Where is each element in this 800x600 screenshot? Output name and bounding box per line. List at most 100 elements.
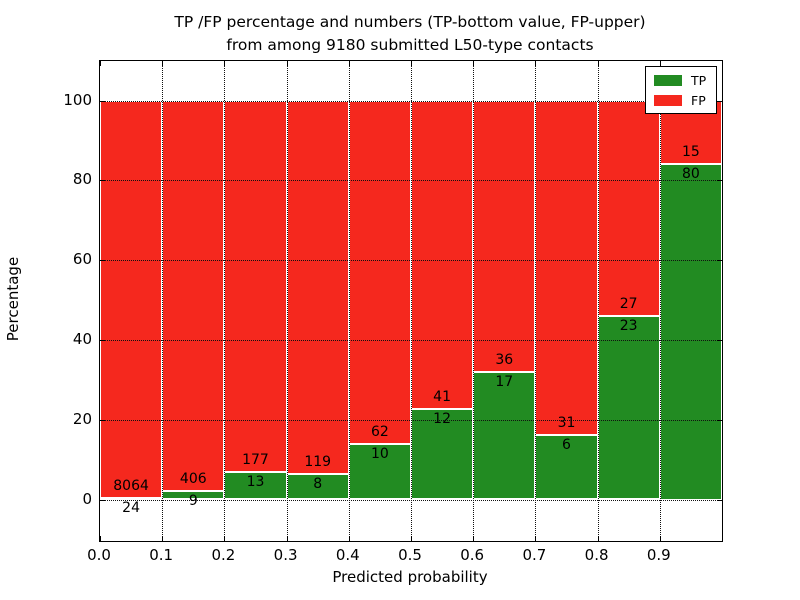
tp-count-label: 24: [122, 500, 140, 517]
x-axis-tick-top: [659, 61, 661, 66]
x-tick-label: 0.2: [211, 546, 236, 564]
x-axis-tick: [162, 536, 164, 541]
y-axis-tick-right: [717, 499, 722, 501]
legend-label-tp: TP: [691, 72, 707, 88]
y-axis-tick: [100, 419, 105, 421]
x-tick-label: 0.9: [646, 546, 671, 564]
tp-count-label: 13: [246, 474, 265, 491]
x-axis-tick-top: [348, 61, 350, 66]
x-axis-tick-top: [411, 61, 412, 66]
legend-label-fp: FP: [691, 92, 706, 108]
gridline-vertical: [224, 61, 226, 541]
y-axis-tick: [100, 339, 105, 341]
tp-count-label: 10: [370, 446, 389, 463]
legend-item-fp: FP: [646, 93, 716, 108]
gridline-vertical: [348, 61, 350, 541]
bar-segment-tp: [286, 474, 349, 500]
x-tick-label: 0.1: [149, 546, 174, 564]
tp-count-label: 17: [495, 373, 514, 390]
chart-title-line2: from among 9180 submitted L50-type conta…: [226, 36, 594, 54]
fp-count-label: 31: [557, 414, 576, 431]
x-axis-tick-top: [535, 61, 537, 66]
x-axis-tick: [535, 536, 537, 541]
x-tick-label: 0.5: [398, 546, 422, 564]
tp-count-label: 12: [433, 411, 451, 428]
fp-count-label: 15: [681, 143, 700, 160]
y-tick-label: 40: [72, 329, 92, 348]
x-axis-label: Predicted probability: [332, 568, 488, 586]
y-axis-tick: [100, 180, 105, 182]
x-tick-label: 0.3: [273, 546, 298, 564]
x-tick-label: 0.4: [335, 546, 360, 564]
gridline-vertical: [535, 61, 537, 541]
fp-color-swatch-icon: [654, 94, 682, 106]
y-axis-tick: [100, 260, 105, 262]
plot-area: 8064 24 406 9 177 13 119 8 62 10 41 12 36 17 31 6 27 23 15…: [99, 60, 723, 542]
y-axis-tick-right: [717, 260, 722, 262]
y-axis-tick-right: [717, 100, 722, 102]
bar-segment-fp: [597, 100, 660, 316]
bar-segment-tp: [659, 163, 722, 500]
bar-segment-tp: [473, 371, 536, 500]
fp-count-label: 8064: [113, 478, 149, 495]
tp-count-label: 9: [188, 492, 198, 509]
x-axis-tick: [473, 536, 475, 541]
x-tick-label: 0.8: [584, 546, 609, 564]
y-tick-label: 60: [72, 250, 92, 269]
x-axis-tick: [348, 536, 350, 541]
y-tick-label: 80: [72, 170, 92, 189]
y-tick-label: 100: [63, 90, 92, 109]
x-axis-tick-top: [473, 61, 475, 66]
y-axis-tick-right: [717, 339, 722, 341]
tp-color-swatch-icon: [654, 74, 682, 86]
x-tick-label: 0.7: [522, 546, 547, 564]
y-axis-tick: [100, 100, 105, 102]
x-axis-tick: [597, 536, 599, 541]
bar-segment-fp: [348, 100, 411, 445]
x-axis-tick: [659, 536, 661, 541]
gridline-vertical: [411, 61, 412, 541]
x-axis-tick-top: [224, 61, 226, 66]
fp-count-label: 41: [433, 389, 451, 406]
y-axis-tick: [100, 499, 105, 501]
bar-segment-fp: [473, 100, 536, 372]
bar-segment-tp: [348, 444, 411, 500]
x-tick-label: 0.6: [460, 546, 485, 564]
x-axis-tick-top: [286, 61, 288, 66]
bar-segment-fp: [100, 100, 163, 499]
chart-title-line1: TP /FP percentage and numbers (TP-bottom…: [174, 13, 646, 31]
tp-count-label: 23: [619, 317, 638, 334]
gridline-vertical: [597, 61, 599, 541]
bar-segment-fp: [411, 100, 474, 410]
fp-count-label: 62: [370, 424, 389, 441]
y-tick-label: 20: [72, 409, 92, 428]
legend-item-tp: TP: [646, 73, 716, 88]
tp-count-label: 6: [562, 436, 571, 453]
x-axis-tick-top: [162, 61, 164, 66]
x-axis-tick: [411, 536, 412, 541]
bar-segment-fp: [162, 100, 225, 491]
bar-segment-fp: [224, 100, 287, 473]
y-axis-tick-right: [717, 419, 722, 421]
bar-segment-fp: [535, 100, 598, 435]
x-axis-tick-top: [100, 61, 101, 66]
gridline-vertical: [286, 61, 288, 541]
chart-title: TP /FP percentage and numbers (TP-bottom…: [99, 11, 721, 57]
x-tick-label: 0.0: [87, 546, 111, 564]
gridline-vertical: [162, 61, 164, 541]
bar-segment-tp: [411, 409, 474, 500]
y-axis-tick-right: [717, 180, 722, 182]
x-axis-tick: [224, 536, 226, 541]
x-axis-tick-top: [597, 61, 599, 66]
gridline-vertical: [659, 61, 661, 541]
bar-segment-tp: [224, 472, 287, 500]
bar-segment-tp: [597, 315, 660, 500]
y-axis-label: Percentage: [4, 256, 22, 342]
tp-count-label: 8: [313, 476, 323, 493]
x-axis-tick: [100, 536, 101, 541]
gridline-vertical: [473, 61, 475, 541]
legend: TP FP: [645, 66, 717, 114]
fp-count-label: 406: [179, 470, 207, 487]
fp-count-label: 36: [495, 351, 514, 368]
x-axis-tick: [286, 536, 288, 541]
